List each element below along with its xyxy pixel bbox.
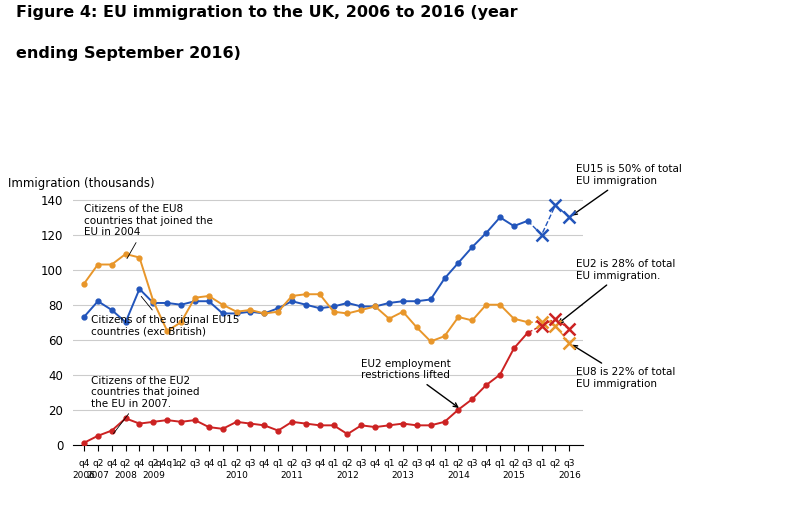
Text: q4: q4 (106, 458, 117, 468)
Text: q2: q2 (397, 458, 408, 468)
Text: q2: q2 (231, 458, 242, 468)
Text: q2: q2 (176, 458, 187, 468)
Text: Immigration (thousands): Immigration (thousands) (8, 177, 155, 191)
Text: q4: q4 (369, 458, 381, 468)
Text: EU8 is 22% of total
EU immigration: EU8 is 22% of total EU immigration (573, 345, 676, 389)
Text: q1: q1 (272, 458, 284, 468)
Text: q1: q1 (536, 458, 548, 468)
Text: 2006: 2006 (73, 471, 96, 480)
Text: 2016: 2016 (558, 471, 581, 480)
Text: 2011: 2011 (280, 471, 304, 480)
Text: q4: q4 (134, 458, 145, 468)
Text: q1: q1 (217, 458, 228, 468)
Text: q2: q2 (92, 458, 104, 468)
Text: EU2 employment
restrictions lifted: EU2 employment restrictions lifted (361, 359, 458, 407)
Text: q4: q4 (79, 458, 90, 468)
Text: 2008: 2008 (114, 471, 137, 480)
Text: ending September 2016): ending September 2016) (16, 46, 241, 61)
Text: q2: q2 (453, 458, 464, 468)
Text: EU15 is 50% of total
EU immigration: EU15 is 50% of total EU immigration (573, 164, 682, 215)
Text: q3: q3 (411, 458, 423, 468)
Text: Figure 4: EU immigration to the UK, 2006 to 2016 (year: Figure 4: EU immigration to the UK, 2006… (16, 5, 518, 20)
Text: Citizens of the EU8
countries that joined the
EU in 2004: Citizens of the EU8 countries that joine… (84, 204, 213, 259)
Text: 2009: 2009 (142, 471, 164, 480)
Text: 2014: 2014 (447, 471, 470, 480)
Text: Citizens of the EU2
countries that joined
the EU in 2007.: Citizens of the EU2 countries that joine… (91, 376, 199, 434)
Text: 2013: 2013 (391, 471, 415, 480)
Text: q3: q3 (564, 458, 575, 468)
Text: q2: q2 (120, 458, 131, 468)
Text: q4: q4 (480, 458, 492, 468)
Text: q2: q2 (147, 458, 159, 468)
Text: q4: q4 (203, 458, 215, 468)
Text: q4: q4 (258, 458, 270, 468)
Text: 2007: 2007 (87, 471, 109, 480)
Text: q2: q2 (550, 458, 561, 468)
Text: 2015: 2015 (502, 471, 526, 480)
Text: 2012: 2012 (336, 471, 359, 480)
Text: q4q1: q4q1 (156, 458, 179, 468)
Text: Citizens of the original EU15
countries (exc British): Citizens of the original EU15 countries … (91, 296, 239, 337)
Text: EU2 is 28% of total
EU immigration.: EU2 is 28% of total EU immigration. (559, 259, 676, 323)
Text: q1: q1 (439, 458, 450, 468)
Text: q2: q2 (286, 458, 298, 468)
Text: q1: q1 (383, 458, 394, 468)
Text: q3: q3 (356, 458, 367, 468)
Text: q1: q1 (328, 458, 339, 468)
Text: q4: q4 (425, 458, 437, 468)
Text: 2010: 2010 (225, 471, 248, 480)
Text: q3: q3 (301, 458, 312, 468)
Text: q3: q3 (467, 458, 478, 468)
Text: q2: q2 (342, 458, 353, 468)
Text: q4: q4 (314, 458, 326, 468)
Text: q3: q3 (522, 458, 534, 468)
Text: q3: q3 (245, 458, 256, 468)
Text: q1: q1 (494, 458, 505, 468)
Text: q2: q2 (508, 458, 519, 468)
Text: q3: q3 (190, 458, 201, 468)
